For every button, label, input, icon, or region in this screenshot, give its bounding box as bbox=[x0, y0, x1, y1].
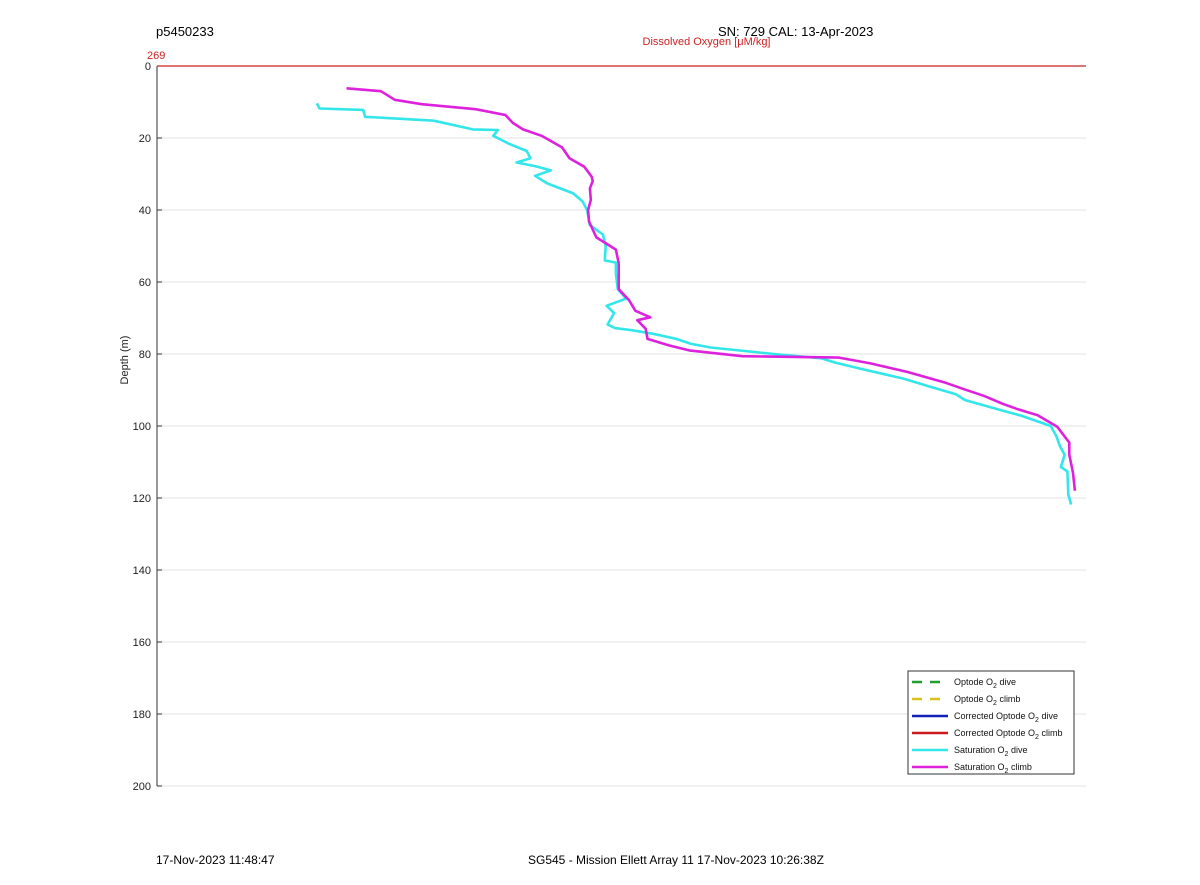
y-tick-label: 200 bbox=[133, 781, 151, 793]
footer-timestamp: 17-Nov-2023 11:48:47 bbox=[156, 853, 275, 867]
legend-label-optode-o2-climb: Optode O2 climb bbox=[954, 694, 1020, 707]
axes: 0 20 40 60 80 100 120 140 160 180 200 bbox=[133, 61, 1086, 793]
y-tick-label: 160 bbox=[133, 637, 151, 649]
y-tick-label: 40 bbox=[139, 205, 151, 217]
top-axis-title: Dissolved Oxygen [μM/kg] bbox=[643, 36, 771, 48]
profile-id: p5450233 bbox=[156, 24, 214, 39]
legend-label-saturation-o2-climb: Saturation O2 climb bbox=[954, 762, 1032, 775]
legend-label-corrected-optode-o2-climb: Corrected Optode O2 climb bbox=[954, 728, 1062, 741]
y-tick-label: 120 bbox=[133, 493, 151, 505]
y-tick-label: 80 bbox=[139, 349, 151, 361]
legend-box bbox=[907, 670, 1075, 775]
legend-label-corrected-optode-o2-dive: Corrected Optode O2 dive bbox=[954, 711, 1058, 724]
y-tick-label: 0 bbox=[145, 61, 151, 73]
y-tick-label: 180 bbox=[133, 709, 151, 721]
series-lines bbox=[315, 87, 1077, 505]
sensor-calibration-info: SN: 729 CAL: 13-Apr-2023 bbox=[718, 24, 874, 39]
y-tick-label: 100 bbox=[133, 421, 151, 433]
y-axis-title: Depth (m) bbox=[119, 336, 131, 385]
y-tick-label: 140 bbox=[133, 565, 151, 577]
y-tick-label: 60 bbox=[139, 277, 151, 289]
series-line-saturation-o2-dive bbox=[315, 102, 1073, 505]
series-line-saturation-o2-climb bbox=[346, 87, 1077, 491]
footer-mission-label: SG545 - Mission Ellett Array 11 17-Nov-2… bbox=[528, 853, 824, 867]
top-axis-value: 269 bbox=[147, 50, 165, 62]
legend: Optode O2 dive Optode O2 climb Corrected O… bbox=[907, 670, 1075, 775]
y-tick-label: 20 bbox=[139, 133, 151, 145]
legend-label-saturation-o2-dive: Saturation O2 dive bbox=[954, 745, 1027, 758]
legend-label-optode-o2-dive: Optode O2 dive bbox=[954, 677, 1016, 690]
grid-lines bbox=[157, 137, 1086, 787]
